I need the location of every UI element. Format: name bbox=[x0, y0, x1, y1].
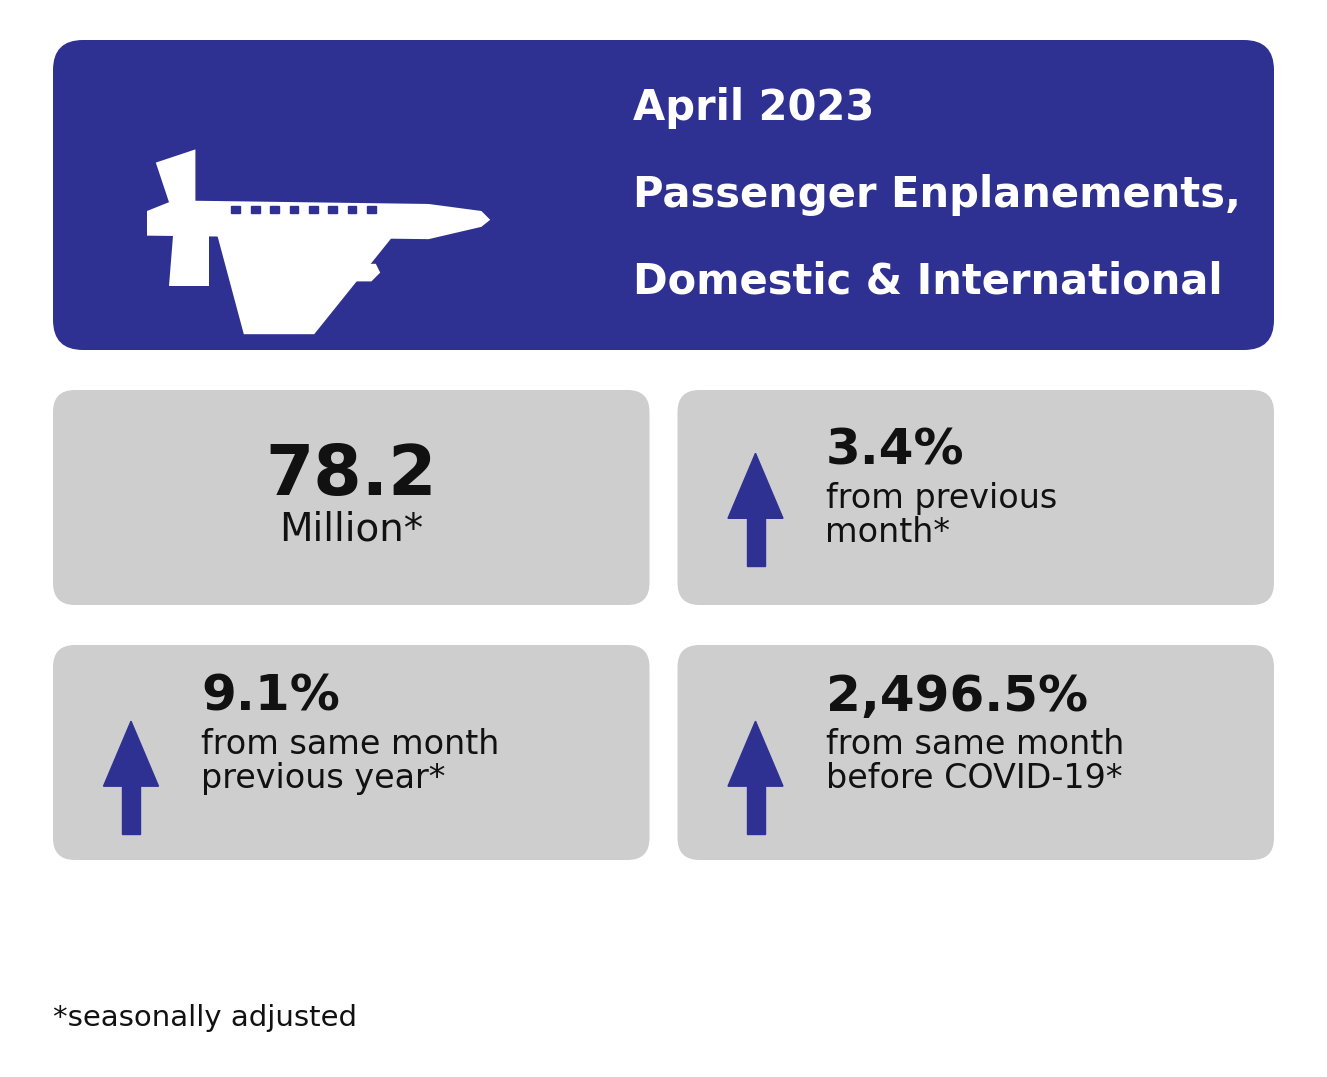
FancyBboxPatch shape bbox=[678, 390, 1274, 605]
FancyBboxPatch shape bbox=[53, 390, 649, 605]
Polygon shape bbox=[328, 264, 381, 281]
Text: from previous: from previous bbox=[825, 481, 1056, 515]
Text: *seasonally adjusted: *seasonally adjusted bbox=[53, 1004, 357, 1032]
Text: month*: month* bbox=[825, 516, 950, 548]
Bar bbox=[348, 206, 357, 213]
Text: from same month: from same month bbox=[825, 728, 1124, 761]
Bar bbox=[747, 786, 764, 835]
Text: 3.4%: 3.4% bbox=[825, 426, 965, 474]
Bar bbox=[309, 206, 317, 213]
Bar bbox=[271, 206, 279, 213]
Polygon shape bbox=[729, 453, 783, 518]
Bar bbox=[289, 206, 299, 213]
Text: Million*: Million* bbox=[279, 510, 423, 548]
Text: from same month: from same month bbox=[200, 728, 499, 761]
FancyBboxPatch shape bbox=[53, 40, 1274, 350]
Bar bbox=[122, 786, 141, 835]
Bar bbox=[231, 206, 240, 213]
Bar bbox=[747, 518, 764, 567]
Polygon shape bbox=[169, 236, 208, 285]
Bar bbox=[368, 206, 376, 213]
Text: previous year*: previous year* bbox=[200, 763, 446, 795]
Polygon shape bbox=[147, 200, 490, 239]
Text: April 2023: April 2023 bbox=[633, 87, 874, 129]
Bar bbox=[251, 206, 260, 213]
Polygon shape bbox=[104, 722, 158, 786]
FancyBboxPatch shape bbox=[678, 645, 1274, 861]
Text: 2,496.5%: 2,496.5% bbox=[825, 673, 1088, 721]
Text: Domestic & International: Domestic & International bbox=[633, 261, 1222, 303]
Text: 9.1%: 9.1% bbox=[200, 673, 340, 721]
Polygon shape bbox=[155, 150, 195, 202]
Text: before COVID-19*: before COVID-19* bbox=[825, 763, 1123, 795]
Polygon shape bbox=[218, 236, 393, 334]
Bar bbox=[328, 206, 337, 213]
FancyBboxPatch shape bbox=[53, 645, 649, 861]
Polygon shape bbox=[729, 722, 783, 786]
Text: 78.2: 78.2 bbox=[265, 442, 437, 509]
Text: Passenger Enplanements,: Passenger Enplanements, bbox=[633, 174, 1241, 216]
